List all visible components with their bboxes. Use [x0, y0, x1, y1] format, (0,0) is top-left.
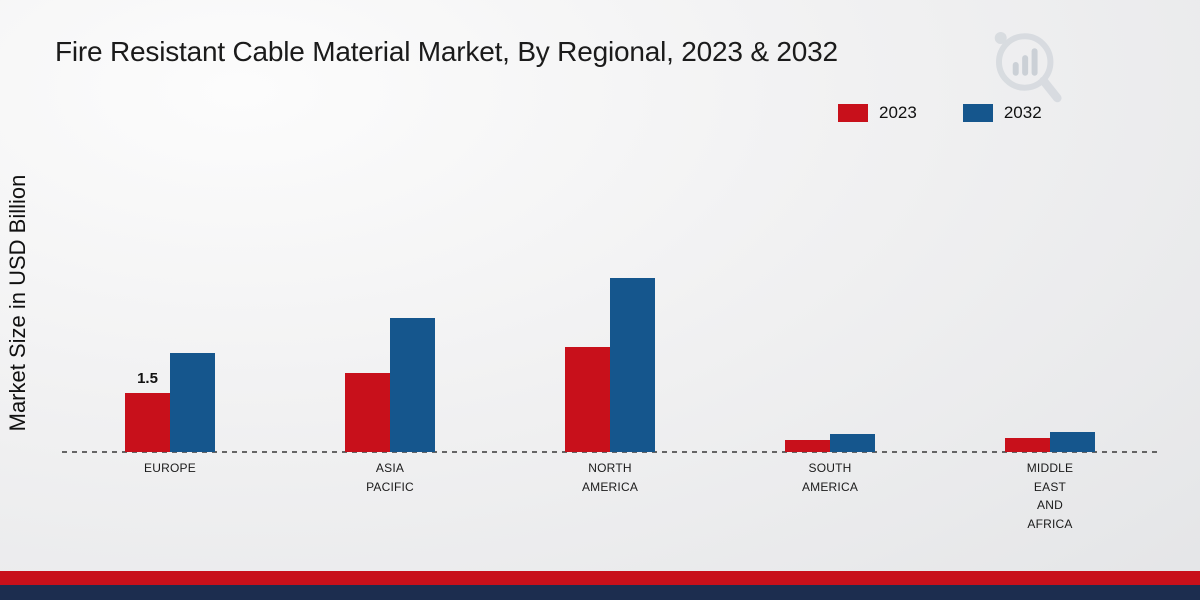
category-label-line: SOUTH: [808, 461, 852, 475]
legend-label-2032: 2032: [1003, 103, 1042, 122]
legend: 2023 2032: [838, 103, 1042, 123]
legend-item-2023: 2023: [838, 103, 917, 123]
category-label-europe: EUROPE: [100, 459, 240, 478]
bar-2023-north-america: [565, 347, 610, 452]
bar-2032-asia-pacific: [390, 318, 435, 452]
category-label-line: AMERICA: [581, 479, 639, 494]
category-label-middle-east-and-africa: MIDDLE EAST AND AFRICA: [980, 459, 1120, 533]
category-label-line: NORTH: [588, 461, 632, 475]
legend-swatch-2023: [838, 104, 868, 122]
footer-red-stripe: [0, 571, 1200, 585]
x-axis-baseline: [62, 451, 1162, 453]
category-label-line: AND: [1037, 498, 1063, 513]
bar-2032-north-america: [610, 278, 655, 452]
bar-2023-asia-pacific: [345, 373, 390, 452]
category-label-south-america: SOUTH AMERICA: [760, 459, 900, 496]
category-label-line: EAST: [1033, 479, 1067, 494]
footer-navy-stripe: [0, 585, 1200, 600]
brand-logo-watermark: [980, 26, 1066, 115]
category-label-asia-pacific: ASIA PACIFIC: [320, 459, 460, 496]
category-label-line: MIDDLE: [1026, 461, 1074, 475]
bar-2032-south-america: [830, 434, 875, 452]
analytics-magnifier-icon: [994, 32, 1062, 103]
legend-item-2032: 2032: [962, 103, 1042, 123]
bar-2032-middle-east-and-africa: [1050, 432, 1095, 452]
bar-2023-south-america: [785, 440, 830, 452]
bar-2023-europe: [125, 393, 170, 452]
chart-title: Fire Resistant Cable Material Market, By…: [55, 36, 838, 67]
category-label-line: PACIFIC: [366, 479, 414, 494]
category-label-line: AFRICA: [1027, 516, 1073, 531]
legend-swatch-2032: [962, 104, 993, 122]
category-label-line: AMERICA: [801, 479, 859, 494]
legend-label-2023: 2023: [879, 103, 917, 122]
bar-2032-europe: [170, 353, 215, 452]
category-label-line: ASIA: [375, 461, 405, 475]
bar-value-label: 1.5: [137, 370, 158, 387]
y-axis-label: Market Size in USD Billion: [5, 174, 30, 432]
category-label-line: EUROPE: [144, 461, 196, 475]
bar-2023-middle-east-and-africa: [1005, 438, 1050, 452]
category-label-north-america: NORTH AMERICA: [540, 459, 680, 496]
